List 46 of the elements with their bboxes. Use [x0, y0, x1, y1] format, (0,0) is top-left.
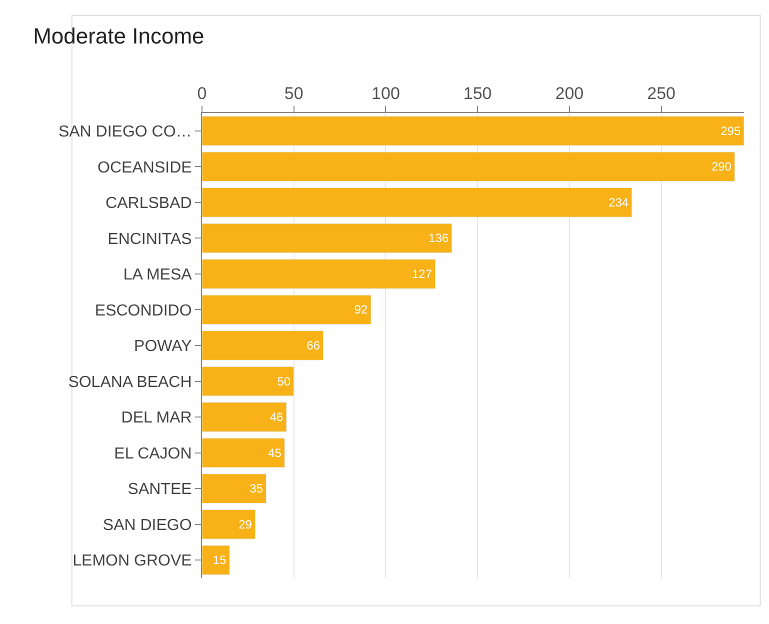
y-tick-label: ESCONDIDO	[94, 302, 192, 320]
y-tick-label: SAN DIEGO CO…	[58, 123, 192, 140]
bar	[202, 474, 267, 504]
data-label: 92	[354, 302, 368, 317]
bar	[202, 509, 256, 540]
y-tick-label: SAN DIEGO	[102, 516, 192, 534]
chart-title: Moderate Income	[33, 23, 204, 48]
y-tick-label: OCEANSIDE	[98, 159, 192, 176]
bar	[202, 330, 324, 360]
x-tick-label: 150	[463, 84, 492, 104]
data-label: 290	[711, 160, 732, 174]
y-tick-label: DEL MAR	[121, 410, 192, 427]
y-tick-label: LA MESA	[123, 266, 192, 284]
y-tick-label: LEMON GROVE	[72, 552, 192, 570]
bar	[202, 152, 736, 182]
bar	[202, 438, 285, 468]
data-label: 234	[608, 195, 629, 210]
y-tick-label: ENCINITAS	[108, 230, 192, 248]
x-tick-label: 0	[197, 84, 207, 104]
y-tick-label: EL CAJON	[114, 445, 192, 462]
x-tick-label: 200	[555, 84, 584, 104]
data-label: 29	[238, 517, 252, 532]
data-label: 46	[270, 410, 284, 424]
bar	[202, 366, 294, 396]
data-label: 295	[720, 124, 741, 138]
data-label: 127	[412, 266, 432, 281]
bar	[202, 116, 744, 146]
bar	[202, 545, 230, 576]
bar	[202, 259, 436, 289]
y-tick-label: CARLSBAD	[106, 195, 192, 212]
data-label: 136	[428, 231, 449, 246]
y-tick-label: SANTEE	[128, 481, 192, 498]
bar	[202, 188, 632, 218]
data-label: 45	[268, 446, 282, 460]
bar	[202, 294, 372, 325]
bar	[202, 402, 287, 432]
data-label: 50	[277, 374, 291, 388]
y-tick-label: POWAY	[134, 338, 192, 356]
data-label: 35	[250, 482, 264, 496]
y-tick-label: SOLANA BEACH	[68, 374, 192, 391]
x-tick-label: 250	[647, 84, 676, 104]
x-tick-label: 50	[284, 84, 304, 104]
x-tick-label: 100	[372, 84, 400, 104]
data-label: 15	[212, 553, 227, 568]
bar	[202, 223, 452, 254]
data-label: 66	[306, 338, 320, 352]
